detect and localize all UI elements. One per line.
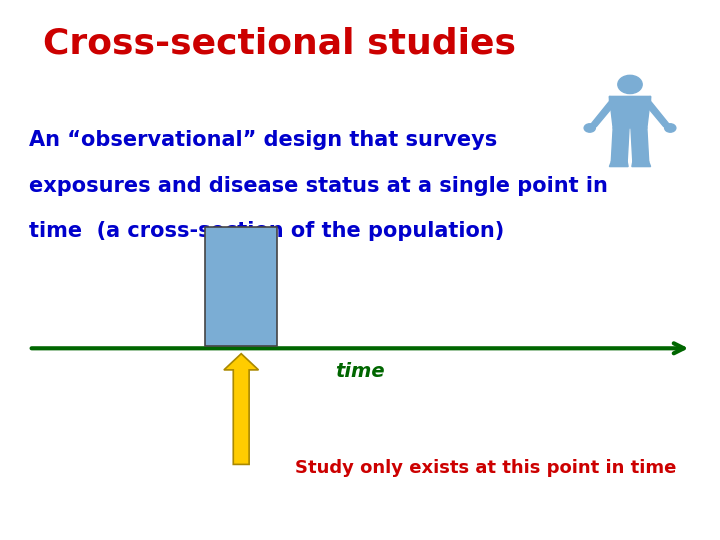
Polygon shape [611, 128, 629, 161]
Polygon shape [590, 96, 617, 126]
Polygon shape [631, 128, 649, 161]
Text: time: time [336, 362, 384, 381]
Circle shape [665, 124, 676, 132]
Text: Cross-sectional studies: Cross-sectional studies [43, 27, 516, 61]
Polygon shape [632, 161, 651, 166]
Polygon shape [643, 96, 670, 126]
Bar [205, 227, 277, 346]
Text: Study only exists at this point in time: Study only exists at this point in time [295, 459, 677, 477]
Polygon shape [609, 161, 628, 166]
Text: An “observational” design that surveys: An “observational” design that surveys [29, 130, 497, 150]
FancyArrow shape [224, 354, 258, 464]
Circle shape [584, 124, 595, 132]
Polygon shape [609, 96, 651, 128]
Circle shape [618, 75, 642, 93]
Text: exposures and disease status at a single point in: exposures and disease status at a single… [29, 176, 608, 195]
Text: time  (a cross-section of the population): time (a cross-section of the population) [29, 221, 504, 241]
